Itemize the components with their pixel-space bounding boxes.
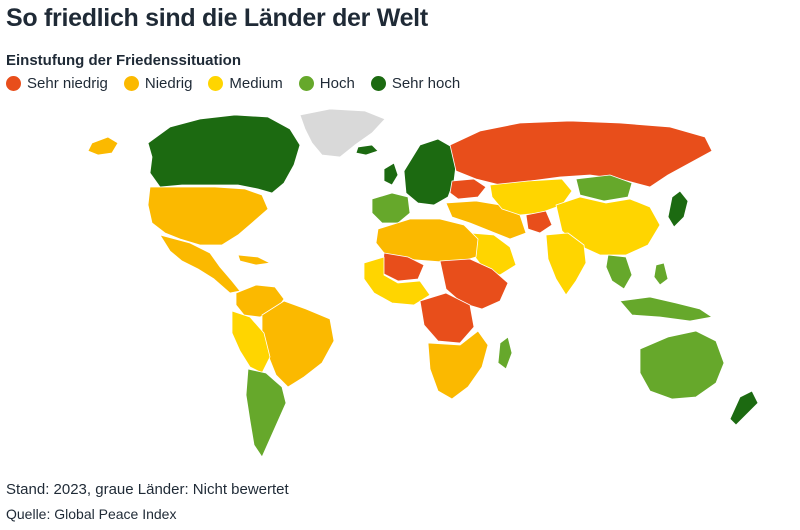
legend-swatch <box>208 76 224 91</box>
legend-swatch <box>298 76 314 91</box>
region-russia <box>449 120 713 188</box>
legend-item-medium: Medium <box>208 75 283 92</box>
region-indonesia <box>619 296 713 322</box>
region-australia <box>639 330 725 400</box>
legend-swatch <box>6 76 21 91</box>
legend-swatch <box>370 76 386 91</box>
legend-label: Sehr hoch <box>391 75 461 92</box>
region-iceland <box>355 144 379 156</box>
region-europe <box>403 138 457 206</box>
region-greenland <box>299 108 386 158</box>
region-horn-of-africa <box>439 258 509 310</box>
legend-label: Sehr niedrig <box>27 75 108 92</box>
region-caribbean <box>237 254 271 266</box>
region-usa <box>147 186 269 246</box>
region-alaska <box>87 136 119 156</box>
region-afghanistan <box>525 210 553 234</box>
world-map <box>87 108 759 458</box>
region-india <box>545 232 587 296</box>
region-mongolia <box>575 174 633 202</box>
region-mexico <box>159 234 241 294</box>
region-madagascar <box>497 336 513 370</box>
legend-item-sehr-hoch: Sehr hoch <box>370 75 461 92</box>
legend-item-hoch: Hoch <box>298 75 355 92</box>
region-brazil <box>261 300 335 388</box>
footer-source: Quelle: Global Peace Index <box>6 506 177 522</box>
legend-item-sehr-niedrig: Sehr niedrig <box>6 75 108 92</box>
legend-label: Niedrig <box>144 75 193 92</box>
region-congo <box>419 292 475 344</box>
legend-swatch <box>123 76 139 91</box>
region-iberia <box>371 192 411 224</box>
region-uk <box>383 162 399 186</box>
legend-label: Hoch <box>319 75 355 92</box>
region-argentina <box>245 368 287 458</box>
region-southeast-asia <box>605 254 633 290</box>
region-japan <box>667 190 689 228</box>
region-west-africa <box>363 256 431 306</box>
page-title: So friedlich sind die Länder der Welt <box>6 4 428 32</box>
region-kazakhstan <box>489 178 573 216</box>
legend-item-niedrig: Niedrig <box>123 75 193 92</box>
legend: Sehr niedrig Niedrig Medium Hoch Sehr ho… <box>6 75 460 92</box>
legend-title: Einstufung der Friedenssituation <box>6 52 242 69</box>
region-southern-africa <box>427 330 489 400</box>
region-ukraine <box>449 178 487 200</box>
footer-stand: Stand: 2023, graue Länder: Nicht bewerte… <box>6 481 289 498</box>
region-canada <box>147 114 301 194</box>
legend-label: Medium <box>229 75 283 92</box>
region-new-zealand <box>729 390 759 426</box>
region-philippines <box>653 262 669 286</box>
